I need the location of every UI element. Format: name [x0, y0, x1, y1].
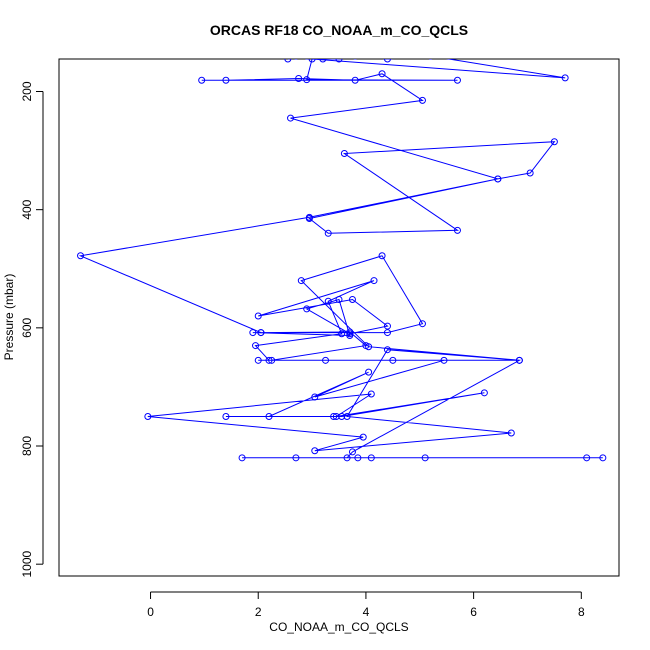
data-point: [428, 59, 433, 60]
data-point: [305, 213, 313, 221]
data-point: [335, 295, 343, 303]
data-point: [332, 412, 340, 420]
data-point: [346, 328, 354, 336]
data-point: [292, 454, 300, 462]
data-point: [340, 150, 348, 158]
data-point: [351, 76, 359, 84]
data-point: [343, 412, 351, 420]
data-point: [378, 70, 386, 78]
data-point: [249, 329, 257, 337]
x-tick-label: 2: [255, 605, 262, 619]
data-point: [378, 252, 386, 260]
data-point: [257, 329, 265, 337]
data-point: [265, 412, 273, 420]
data-point: [383, 346, 391, 354]
data-point: [367, 454, 375, 462]
data-point: [359, 433, 367, 441]
series-line: [78, 59, 603, 459]
data-point: [583, 454, 591, 462]
data-point: [324, 297, 332, 305]
data-point: [367, 390, 375, 398]
data-point: [346, 332, 354, 340]
x-tick-label: 6: [470, 605, 477, 619]
data-point: [335, 59, 343, 63]
data-point: [144, 412, 152, 420]
data-point: [362, 342, 370, 350]
y-axis-label: Pressure (mbar): [2, 274, 16, 361]
data-point: [222, 76, 230, 84]
chart-title: ORCAS RF18 CO_NOAA_m_CO_QCLS: [210, 22, 468, 38]
x-axis: 0 2 4 6 8: [147, 591, 585, 619]
data-point: [354, 454, 362, 462]
data-point: [550, 138, 558, 146]
data-point: [297, 277, 305, 285]
data-point: [324, 229, 332, 237]
data-point: [303, 76, 311, 84]
data-point: [311, 447, 319, 455]
data-point: [453, 76, 461, 84]
data-point: [494, 175, 502, 183]
data-point: [343, 454, 351, 462]
data-point: [265, 356, 273, 364]
y-tick-label: 1000: [20, 551, 34, 578]
y-tick-label: 600: [20, 318, 34, 338]
x-tick-label: 8: [578, 605, 585, 619]
x-tick-label: 0: [147, 605, 154, 619]
x-axis-label: CO_NOAA_m_CO_QCLS: [269, 620, 408, 634]
data-point: [453, 226, 461, 234]
data-point: [311, 393, 319, 401]
y-tick-label: 400: [20, 199, 34, 219]
data-point: [319, 59, 327, 63]
data-point: [599, 454, 607, 462]
data-point: [254, 312, 262, 320]
data-point: [252, 342, 260, 350]
data-point: [284, 59, 292, 63]
data-point: [421, 454, 429, 462]
plot-area: [77, 59, 607, 462]
data-point: [348, 295, 356, 303]
data-point: [304, 59, 309, 60]
data-point: [238, 454, 246, 462]
data-point: [418, 320, 426, 328]
y-tick-label: 800: [20, 436, 34, 456]
data-point: [348, 448, 356, 456]
data-point: [222, 412, 230, 420]
data-point: [287, 114, 295, 122]
data-point: [389, 356, 397, 364]
data-point: [365, 368, 373, 376]
data-point: [308, 59, 316, 63]
data-point: [330, 412, 338, 420]
data-point: [294, 59, 298, 60]
series-group: [77, 59, 607, 462]
x-tick-label: 4: [363, 605, 370, 619]
data-point: [370, 277, 378, 285]
data-point: [303, 305, 311, 313]
data-point: [198, 76, 206, 84]
data-point: [383, 59, 391, 63]
data-point: [295, 74, 303, 82]
data-point: [383, 322, 391, 330]
data-point: [268, 356, 276, 364]
data-point: [322, 356, 330, 364]
data-point: [515, 356, 523, 364]
data-point: [338, 330, 346, 338]
data-point: [338, 412, 346, 420]
data-point: [418, 96, 426, 104]
data-point: [480, 389, 488, 397]
data-point: [254, 356, 262, 364]
y-axis: 200 400 600 800 1000: [20, 81, 44, 578]
data-point: [526, 169, 534, 177]
data-point: [353, 59, 358, 60]
y-tick-label: 200: [20, 81, 34, 101]
data-point: [77, 252, 85, 260]
data-point: [507, 429, 515, 437]
data-point: [561, 74, 569, 82]
data-point: [440, 356, 448, 364]
